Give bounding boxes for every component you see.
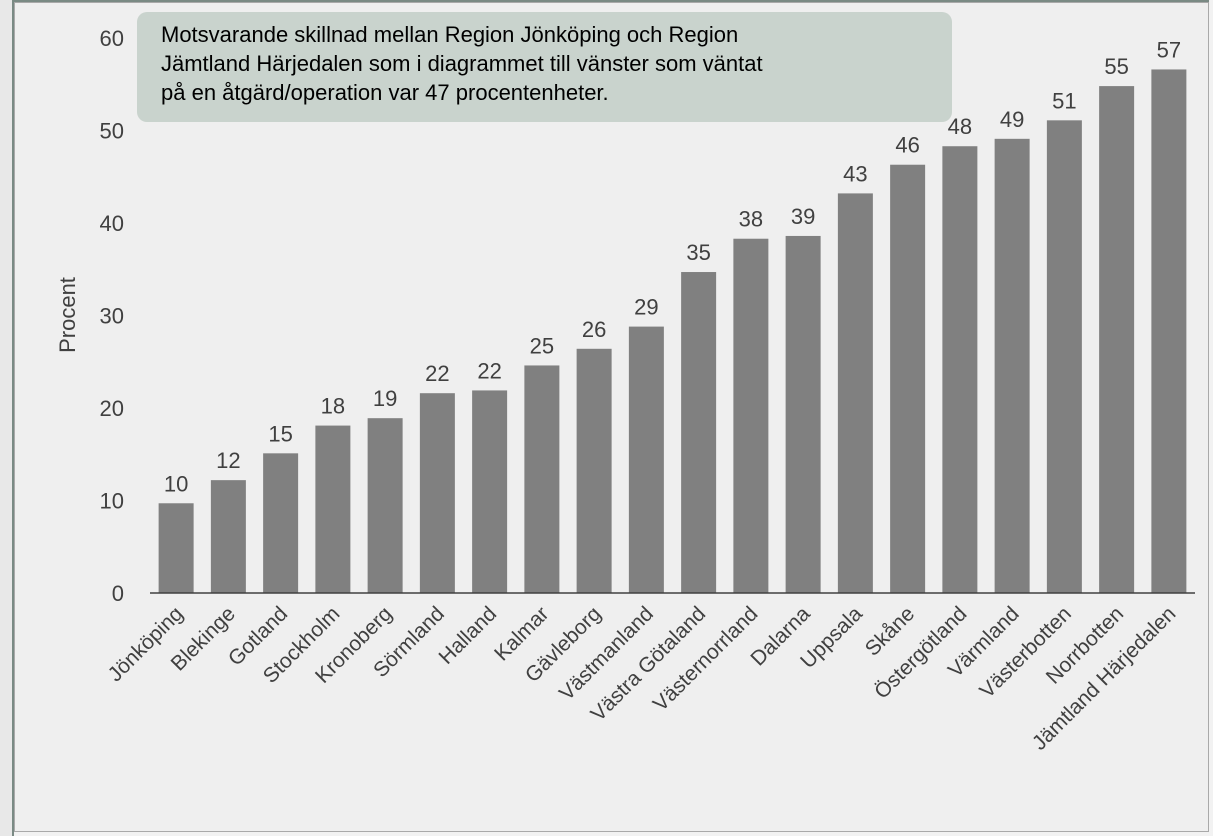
bar xyxy=(942,146,978,593)
y-tick-label: 40 xyxy=(100,211,124,236)
data-label: 22 xyxy=(477,358,501,383)
data-label: 51 xyxy=(1052,88,1076,113)
y-tick-label: 20 xyxy=(100,396,124,421)
y-tick-label: 60 xyxy=(100,26,124,51)
data-label: 22 xyxy=(425,361,449,386)
data-label: 29 xyxy=(634,295,658,320)
bar xyxy=(837,193,873,593)
data-label: 49 xyxy=(1000,107,1024,132)
bar xyxy=(210,480,246,593)
data-label: 46 xyxy=(895,133,919,158)
bar xyxy=(628,326,664,593)
data-label: 18 xyxy=(321,394,345,419)
data-label: 38 xyxy=(739,207,763,232)
data-label: 35 xyxy=(686,240,710,265)
bar xyxy=(1099,86,1135,593)
y-tick-label: 50 xyxy=(100,119,124,144)
y-axis-title: Procent xyxy=(55,277,80,353)
bar xyxy=(315,425,351,593)
category-label: Halland xyxy=(435,602,502,669)
top-divider xyxy=(14,0,1209,3)
data-label: 25 xyxy=(530,333,554,358)
data-label: 43 xyxy=(843,161,867,186)
callout-line-2: Jämtland Härjedalen som i diagrammet til… xyxy=(161,51,763,76)
y-tick-label: 30 xyxy=(100,304,124,329)
bar xyxy=(576,348,612,593)
data-label: 55 xyxy=(1104,54,1128,79)
y-tick-label: 0 xyxy=(112,581,124,606)
bar xyxy=(1046,120,1082,593)
data-label: 12 xyxy=(216,448,240,473)
bar xyxy=(1151,69,1187,593)
bar xyxy=(419,393,455,593)
data-label: 57 xyxy=(1157,37,1181,62)
bar xyxy=(681,272,717,593)
bar xyxy=(733,238,769,593)
data-label: 48 xyxy=(948,114,972,139)
data-label: 19 xyxy=(373,386,397,411)
bar xyxy=(994,138,1030,593)
callout-line-3: på en åtgärd/operation var 47 procentenh… xyxy=(161,80,609,105)
category-label: Jönköping xyxy=(104,602,188,686)
bar xyxy=(785,235,821,593)
data-label: 15 xyxy=(268,421,292,446)
data-label: 39 xyxy=(791,204,815,229)
left-divider xyxy=(0,0,14,836)
callout-box: Motsvarande skillnad mellan Region Jönkö… xyxy=(137,12,952,122)
bar xyxy=(890,164,926,593)
bar xyxy=(263,453,299,593)
data-label: 10 xyxy=(164,471,188,496)
bar xyxy=(158,503,194,593)
data-label: 26 xyxy=(582,317,606,342)
callout-line-1: Motsvarande skillnad mellan Region Jönkö… xyxy=(161,22,739,47)
bar xyxy=(524,365,560,593)
y-tick-label: 10 xyxy=(100,489,124,514)
bar xyxy=(367,418,403,593)
bar xyxy=(472,390,508,593)
